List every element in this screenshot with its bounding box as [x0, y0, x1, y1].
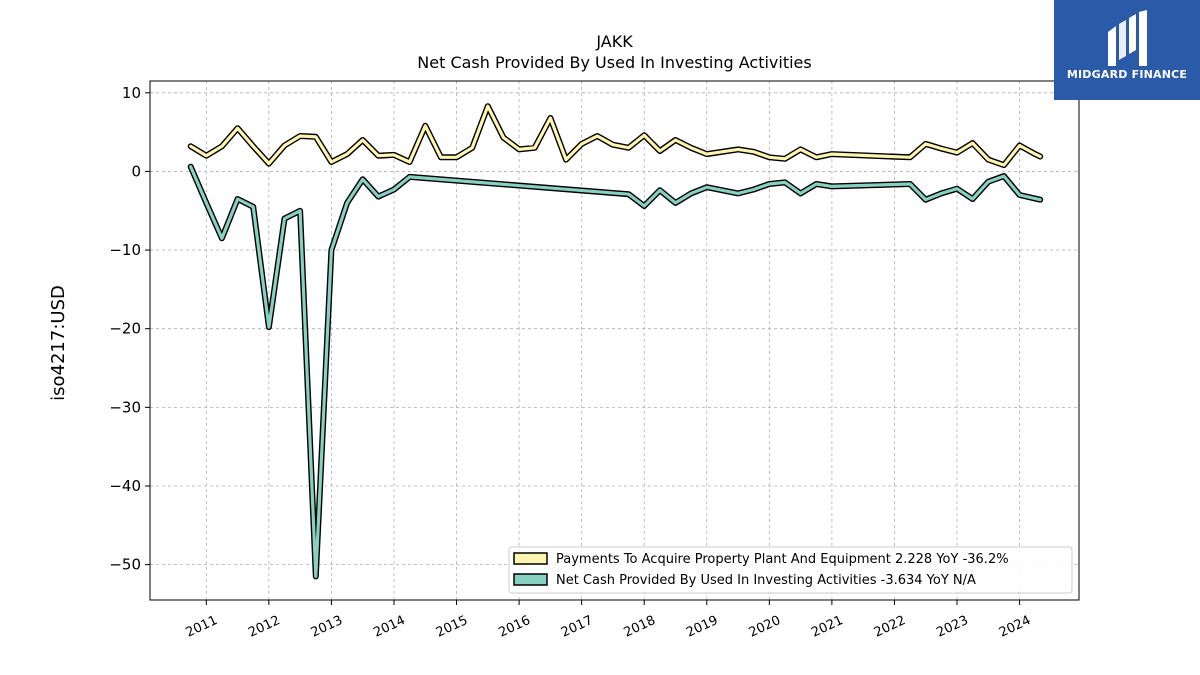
series-line-0 — [187, 103, 1044, 169]
y-tick-label: −10 — [109, 241, 141, 259]
series-line-stroke — [189, 165, 1042, 579]
legend-swatch-investing — [513, 573, 548, 586]
y-tick-label: −20 — [109, 320, 141, 338]
plot-area — [149, 80, 1080, 601]
y-tick-label: −30 — [109, 398, 141, 416]
x-tick-label: 2016 — [496, 613, 532, 641]
legend-swatch-capex — [513, 552, 548, 565]
y-tick-label: −40 — [109, 477, 141, 495]
y-tick-label: −50 — [109, 556, 141, 574]
x-tick-label: 2012 — [246, 613, 282, 641]
y-tick-label: 0 — [131, 162, 141, 180]
x-tick-label: 2013 — [309, 613, 345, 641]
brand-logo: MIDGARD FINANCE — [1054, 0, 1200, 100]
series-line-stroke — [189, 104, 1042, 167]
x-tick-label: 2019 — [684, 613, 720, 641]
y-axis: 10 0 −10 −20 −30 −40 −50 — [109, 84, 150, 574]
x-tick-label: 2014 — [371, 613, 407, 641]
series-layer — [187, 103, 1044, 580]
legend: Payments To Acquire Property Plant And E… — [508, 546, 1073, 594]
x-tick-label: 2018 — [622, 613, 658, 641]
midgard-logo-icon — [1108, 10, 1147, 66]
y-tick-label: 10 — [122, 84, 141, 102]
x-tick-label: 2024 — [997, 613, 1033, 641]
x-tick-label: 2015 — [434, 613, 470, 641]
chart-title: JAKK — [595, 32, 633, 51]
legend-box — [508, 546, 1073, 594]
legend-label-investing: Net Cash Provided By Used In Investing A… — [556, 573, 976, 588]
x-tick-label: 2023 — [934, 613, 970, 641]
x-tick-label: 2011 — [184, 613, 220, 641]
y-axis-label: iso4217:USD — [48, 285, 69, 401]
x-axis: 2011 2012 2013 2014 2015 2016 2017 2018 2019 2020… — [184, 600, 1033, 641]
x-tick-label: 2020 — [747, 613, 783, 641]
series-line-1 — [187, 163, 1044, 580]
brand-name: MIDGARD FINANCE — [1066, 68, 1188, 81]
plot-border — [149, 80, 1080, 601]
x-tick-label: 2017 — [559, 613, 595, 641]
x-tick-label: 2021 — [809, 613, 845, 641]
chart-subtitle: Net Cash Provided By Used In Investing A… — [417, 53, 811, 72]
legend-label-capex: Payments To Acquire Property Plant And E… — [556, 552, 1009, 567]
x-tick-label: 2022 — [872, 613, 908, 641]
